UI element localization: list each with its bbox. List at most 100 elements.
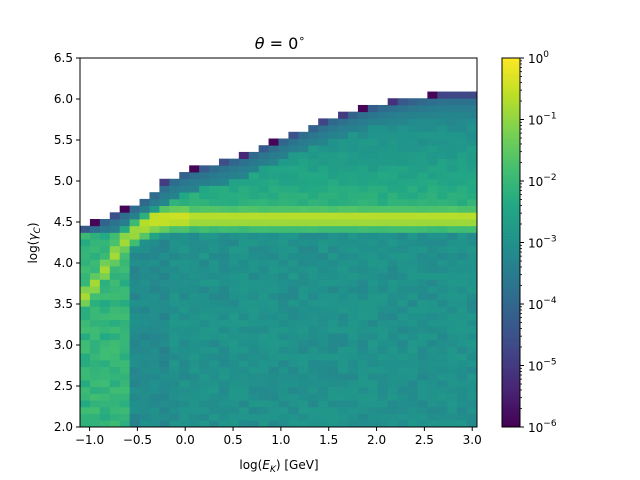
heatmap-cell (447, 373, 458, 381)
heatmap-cell (367, 353, 379, 361)
heatmap-cell (338, 232, 349, 240)
heatmap-cell (417, 306, 428, 314)
heatmap-cell (318, 151, 329, 160)
colorbar-segment (502, 340, 520, 345)
heatmap-cell (199, 239, 210, 247)
x-tick-label: 3.0 (463, 433, 482, 447)
heatmap-cell (199, 319, 210, 327)
heatmap-cell (407, 312, 418, 321)
heatmap-cell (338, 312, 349, 321)
heatmap-cell (318, 178, 329, 186)
heatmap-cell (288, 232, 299, 240)
heatmap-cell (288, 353, 299, 361)
heatmap-cell (447, 198, 458, 206)
heatmap-cell (258, 366, 269, 374)
heatmap-cell (407, 359, 418, 368)
heatmap-cell (338, 165, 349, 173)
heatmap-cell (149, 225, 160, 233)
heatmap-cell (228, 192, 240, 200)
heatmap-cell (447, 393, 458, 401)
heatmap-cell (447, 400, 458, 408)
heatmap-cell (218, 373, 230, 381)
heatmap-cell (437, 292, 448, 300)
heatmap-cell (189, 346, 200, 354)
heatmap-cell (427, 118, 438, 126)
heatmap-cell (437, 373, 448, 381)
colorbar-segment (502, 310, 520, 314)
heatmap-cell (209, 339, 220, 347)
colorbar-segment (502, 131, 520, 136)
colorbar-segment (502, 190, 520, 194)
heatmap-cell (427, 406, 438, 414)
heatmap-cell (467, 346, 478, 354)
heatmap-cell (109, 306, 121, 314)
heatmap-cell (427, 400, 438, 408)
heatmap-cell (159, 339, 170, 347)
heatmap-cell (139, 406, 150, 414)
heatmap-cell (169, 326, 180, 334)
heatmap-cell (457, 306, 468, 314)
heatmap-cell (258, 373, 269, 381)
heatmap-cell (189, 239, 200, 247)
heatmap-cell (447, 353, 458, 361)
heatmap-cell (258, 185, 269, 193)
heatmap-cell (129, 413, 140, 421)
heatmap-cell (328, 346, 339, 354)
heatmap-cell (308, 333, 319, 341)
heatmap-cell (218, 299, 230, 307)
heatmap-cell (377, 400, 389, 408)
heatmap-cell (407, 420, 418, 428)
heatmap-cell (457, 245, 468, 253)
heatmap-cell (377, 185, 389, 193)
heatmap-cell (179, 380, 190, 388)
heatmap-cell (179, 386, 190, 394)
heatmap-cell (288, 178, 299, 186)
heatmap-cell (357, 252, 369, 260)
heatmap-cell (179, 192, 190, 200)
heatmap-cell (447, 91, 458, 99)
heatmap-cell (367, 380, 379, 388)
heatmap-cell (347, 326, 359, 334)
heatmap-cell (258, 192, 269, 200)
heatmap-cell (109, 380, 121, 388)
heatmap-cell (367, 111, 379, 119)
heatmap-cell (139, 413, 150, 421)
heatmap-cell (109, 239, 121, 247)
heatmap-cell (149, 400, 160, 408)
heatmap-cell (268, 380, 279, 388)
heatmap-cell (288, 145, 299, 153)
heatmap-cell (338, 151, 349, 160)
heatmap-cell (218, 292, 230, 300)
heatmap-cell (228, 406, 240, 414)
heatmap-cell (318, 219, 329, 227)
heatmap-cell (159, 279, 170, 287)
heatmap-cell (347, 406, 359, 414)
heatmap-cell (397, 104, 408, 113)
heatmap-cell (318, 312, 329, 321)
heatmap-cell (387, 165, 399, 173)
heatmap-cell (248, 413, 260, 421)
heatmap-cell (80, 259, 91, 267)
heatmap-cell (248, 239, 260, 247)
heatmap-cell (258, 420, 269, 428)
heatmap-cell (328, 138, 339, 146)
heatmap-cell (238, 178, 250, 186)
heatmap-cell (417, 172, 428, 180)
heatmap-cell (218, 306, 230, 314)
heatmap-cell (447, 339, 458, 347)
heatmap-cell (357, 131, 369, 139)
y-tick-label: 5.5 (54, 133, 73, 147)
heatmap-cell (119, 239, 131, 247)
heatmap-cell (407, 413, 418, 421)
heatmap-cell (268, 151, 279, 160)
heatmap-cell (99, 420, 111, 428)
heatmap-cell (328, 359, 339, 368)
colorbar-segment (502, 267, 520, 271)
heatmap-cell (377, 192, 389, 200)
colorbar-segment (502, 128, 520, 133)
heatmap-cell (397, 192, 408, 200)
heatmap-cell (467, 245, 478, 253)
heatmap-cell (407, 252, 418, 260)
heatmap-cell (437, 158, 448, 166)
